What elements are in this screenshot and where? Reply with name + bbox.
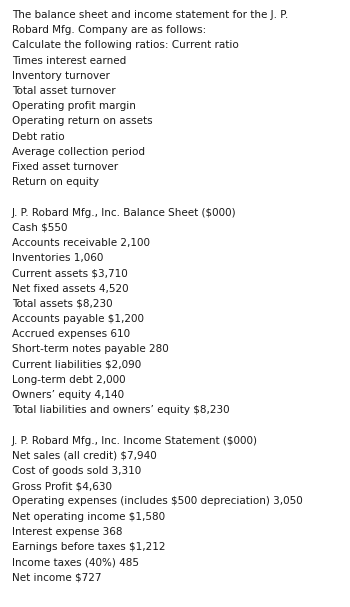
Text: Total liabilities and owners’ equity $8,230: Total liabilities and owners’ equity $8,… (12, 405, 230, 415)
Text: Operating return on assets: Operating return on assets (12, 117, 153, 126)
Text: Interest expense 368: Interest expense 368 (12, 527, 122, 537)
Text: Accounts payable $1,200: Accounts payable $1,200 (12, 314, 144, 324)
Text: Net fixed assets 4,520: Net fixed assets 4,520 (12, 283, 129, 294)
Text: Cash $550: Cash $550 (12, 223, 68, 233)
Text: Accounts receivable 2,100: Accounts receivable 2,100 (12, 238, 150, 248)
Text: Accrued expenses 610: Accrued expenses 610 (12, 329, 130, 339)
Text: Debt ratio: Debt ratio (12, 132, 65, 141)
Text: Inventories 1,060: Inventories 1,060 (12, 253, 103, 263)
Text: Operating profit margin: Operating profit margin (12, 101, 136, 111)
Text: Current assets $3,710: Current assets $3,710 (12, 268, 128, 279)
Text: Net operating income $1,580: Net operating income $1,580 (12, 512, 165, 521)
Text: Income taxes (40%) 485: Income taxes (40%) 485 (12, 557, 139, 567)
Text: Return on equity: Return on equity (12, 177, 99, 187)
Text: The balance sheet and income statement for the J. P.: The balance sheet and income statement f… (12, 10, 288, 20)
Text: Fixed asset turnover: Fixed asset turnover (12, 162, 118, 172)
Text: Owners’ equity 4,140: Owners’ equity 4,140 (12, 390, 124, 400)
Text: Net income $727: Net income $727 (12, 572, 102, 582)
Text: Times interest earned: Times interest earned (12, 56, 126, 66)
Text: Current liabilities $2,090: Current liabilities $2,090 (12, 359, 141, 370)
Text: Short-term notes payable 280: Short-term notes payable 280 (12, 344, 169, 354)
Text: Gross Profit $4,630: Gross Profit $4,630 (12, 481, 112, 491)
Text: Earnings before taxes $1,212: Earnings before taxes $1,212 (12, 542, 166, 552)
Text: Inventory turnover: Inventory turnover (12, 71, 110, 81)
Text: Cost of goods sold 3,310: Cost of goods sold 3,310 (12, 466, 141, 476)
Text: Average collection period: Average collection period (12, 147, 145, 157)
Text: J. P. Robard Mfg., Inc. Balance Sheet ($000): J. P. Robard Mfg., Inc. Balance Sheet ($… (12, 208, 237, 217)
Text: J. P. Robard Mfg., Inc. Income Statement ($000): J. P. Robard Mfg., Inc. Income Statement… (12, 436, 258, 446)
Text: Total assets $8,230: Total assets $8,230 (12, 299, 113, 309)
Text: Long-term debt 2,000: Long-term debt 2,000 (12, 375, 126, 385)
Text: Net sales (all credit) $7,940: Net sales (all credit) $7,940 (12, 451, 157, 461)
Text: Operating expenses (includes $500 depreciation) 3,050: Operating expenses (includes $500 deprec… (12, 497, 303, 506)
Text: Robard Mfg. Company are as follows:: Robard Mfg. Company are as follows: (12, 25, 206, 35)
Text: Calculate the following ratios: Current ratio: Calculate the following ratios: Current … (12, 41, 239, 50)
Text: Total asset turnover: Total asset turnover (12, 86, 116, 96)
